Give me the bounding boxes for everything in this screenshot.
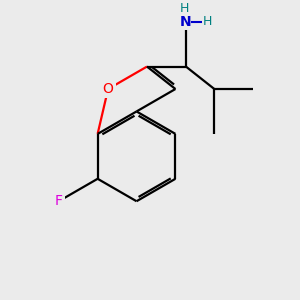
Text: O: O (103, 82, 113, 96)
Text: H: H (203, 15, 212, 28)
Text: N: N (180, 15, 192, 29)
Text: F: F (55, 194, 63, 208)
Text: H: H (180, 2, 189, 15)
